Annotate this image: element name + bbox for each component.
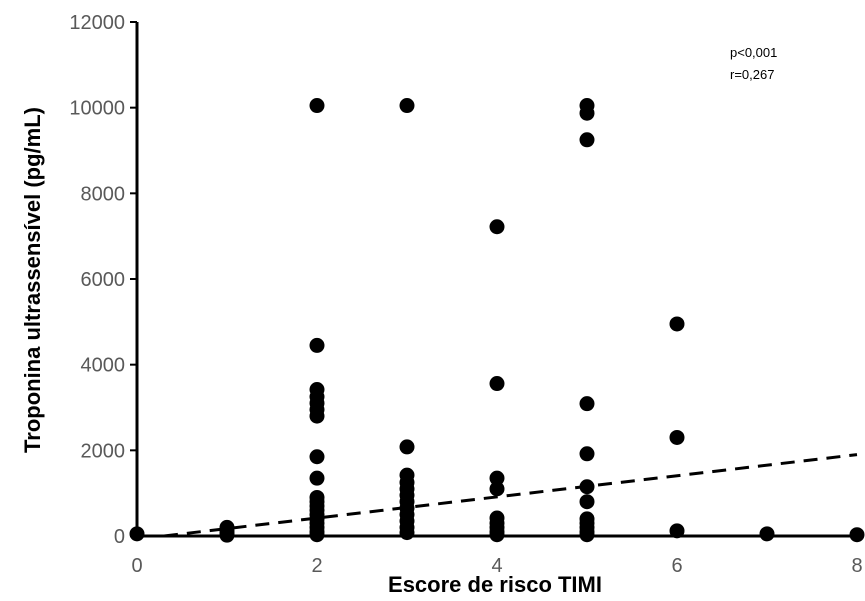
x-tick-label: 0 xyxy=(131,555,142,577)
data-point xyxy=(579,132,595,148)
data-point xyxy=(489,376,505,392)
data-point xyxy=(579,479,595,495)
data-point xyxy=(669,523,685,539)
x-axis-title: Escore de risco TIMI xyxy=(388,572,602,597)
data-point xyxy=(309,470,325,486)
data-point xyxy=(399,439,415,455)
data-point xyxy=(579,105,595,121)
y-tick-label: 10000 xyxy=(69,98,125,120)
x-tick-label: 8 xyxy=(851,555,862,577)
data-point xyxy=(309,527,325,543)
y-tick-label: 8000 xyxy=(81,183,126,205)
data-point xyxy=(489,470,505,486)
data-point xyxy=(669,429,685,445)
data-point xyxy=(399,525,415,541)
data-point xyxy=(579,494,595,510)
data-point xyxy=(399,98,415,114)
data-point xyxy=(309,449,325,465)
r-value-annotation: r=0,267 xyxy=(730,67,774,82)
data-point xyxy=(759,526,775,542)
y-tick-label: 4000 xyxy=(81,355,126,377)
data-point xyxy=(489,219,505,235)
y-tick-label: 2000 xyxy=(81,440,126,462)
y-tick-label: 6000 xyxy=(81,269,126,291)
y-axis-ticks: 0 2000 4000 6000 8000 10000 12000 xyxy=(69,12,137,548)
data-point xyxy=(489,527,505,543)
data-point xyxy=(849,527,865,543)
x-tick-label: 6 xyxy=(671,555,682,577)
data-point xyxy=(129,526,145,542)
data-point xyxy=(489,481,505,497)
data-point xyxy=(219,527,235,543)
data-point xyxy=(309,408,325,424)
x-axis-ticks: 0 2 4 6 8 xyxy=(131,555,862,577)
data-point xyxy=(669,316,685,332)
y-tick-label: 12000 xyxy=(69,12,125,34)
data-point xyxy=(579,396,595,412)
p-value-annotation: p<0,001 xyxy=(730,45,777,60)
data-point xyxy=(579,446,595,462)
x-tick-label: 2 xyxy=(311,555,322,577)
data-point xyxy=(309,98,325,114)
data-point xyxy=(309,337,325,353)
y-tick-label: 0 xyxy=(114,526,125,548)
trendline xyxy=(163,453,858,538)
data-point xyxy=(579,527,595,543)
x-tick-label: 4 xyxy=(491,555,502,577)
y-axis-title: Troponina ultrassensível (pg/mL) xyxy=(20,107,45,453)
data-points xyxy=(129,98,865,543)
